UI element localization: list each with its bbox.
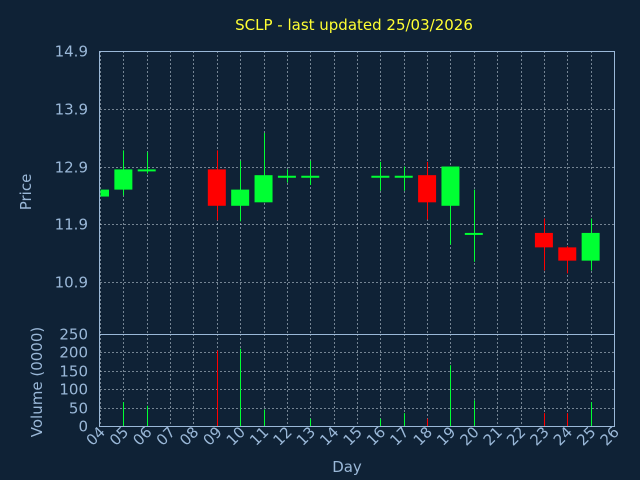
volume-tick-label: 0 xyxy=(78,418,88,436)
volume-bars xyxy=(123,348,592,426)
x-tick-label: 23 xyxy=(527,423,553,449)
volume-tick-label: 100 xyxy=(59,381,88,399)
x-tick-label: 08 xyxy=(176,423,202,449)
price-axis-label: Price xyxy=(17,174,35,211)
volume-tick-label: 250 xyxy=(59,326,88,344)
price-tick-label: 10.9 xyxy=(55,274,88,292)
x-tick-label: 07 xyxy=(153,423,179,449)
x-tick-label: 17 xyxy=(386,423,412,449)
x-tick-label: 24 xyxy=(550,423,576,449)
x-tick-label: 25 xyxy=(573,423,599,449)
volume-grid xyxy=(100,334,615,426)
candle-body xyxy=(371,175,390,178)
price-tick-label: 12.9 xyxy=(55,159,88,177)
candle-body xyxy=(558,247,577,261)
volume-tick-label: 50 xyxy=(69,400,88,418)
x-tick-label: 09 xyxy=(199,423,225,449)
x-tick-label: 06 xyxy=(129,423,155,449)
volume-panel-frame xyxy=(99,334,615,427)
price-tick-label: 13.9 xyxy=(55,101,88,119)
volume-axis-label: Volume (0000) xyxy=(28,327,46,437)
volume-tick-label: 200 xyxy=(59,344,88,362)
candle-body xyxy=(394,175,413,178)
candle-body xyxy=(137,169,156,172)
x-tick-label: 22 xyxy=(503,423,529,449)
chart-title: SCLP - last updated 25/03/2026 xyxy=(235,16,473,34)
x-tick-label: 12 xyxy=(270,423,296,449)
price-grid xyxy=(100,51,615,334)
candle-body xyxy=(254,175,273,203)
x-tick-label: 11 xyxy=(246,423,272,449)
x-tick-label: 13 xyxy=(293,423,319,449)
x-tick-label: 19 xyxy=(433,423,459,449)
x-tick-label: 05 xyxy=(106,423,132,449)
candle-body xyxy=(418,175,437,203)
price-tick-label: 11.9 xyxy=(55,216,88,234)
candle-body xyxy=(581,232,600,261)
candle-body xyxy=(277,175,296,178)
x-tick-label: 21 xyxy=(480,423,506,449)
x-tick-label: 10 xyxy=(223,423,249,449)
x-tick-labels: 0405060708091011121314151617181920212223… xyxy=(83,423,623,449)
x-tick-label: 14 xyxy=(316,423,342,449)
price-tick-label: 14.9 xyxy=(55,43,88,61)
candle-body xyxy=(114,169,133,190)
x-tick-label: 26 xyxy=(597,423,623,449)
candles xyxy=(100,133,600,274)
x-tick-label: 15 xyxy=(340,423,366,449)
candle-body xyxy=(301,175,320,178)
candle-body xyxy=(464,232,483,235)
x-tick-label: 18 xyxy=(410,423,436,449)
candle-body xyxy=(207,169,226,206)
price-tick-labels: 14.9 13.9 12.9 11.9 10.9 xyxy=(55,43,88,292)
x-tick-label: 20 xyxy=(456,423,482,449)
candle-body xyxy=(534,232,553,248)
volume-tick-label: 150 xyxy=(59,363,88,381)
candle-body xyxy=(100,189,109,197)
candle-body xyxy=(231,189,250,206)
x-axis-label: Day xyxy=(332,458,362,476)
candle-body xyxy=(441,166,460,206)
x-tick-label: 16 xyxy=(363,423,389,449)
